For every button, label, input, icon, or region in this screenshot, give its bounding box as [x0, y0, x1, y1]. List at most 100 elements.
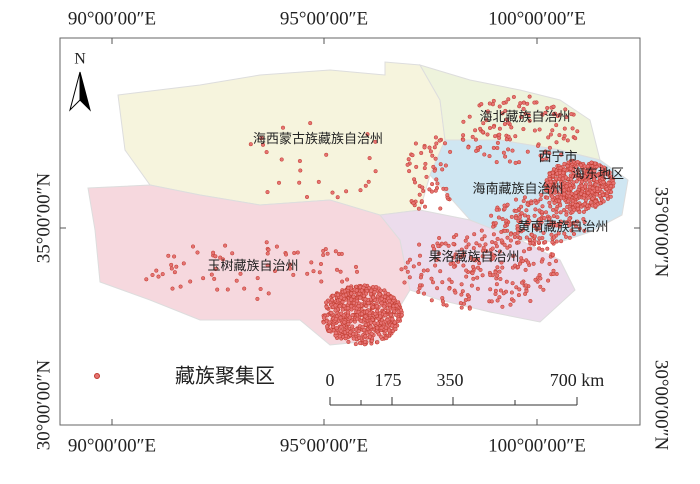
settlement-dot [357, 335, 362, 340]
settlement-dot [542, 216, 547, 221]
settlement-dot [551, 173, 556, 178]
settlement-dot [436, 244, 441, 249]
settlement-dot [554, 140, 559, 145]
settlement-dot [528, 298, 533, 304]
settlement-dot [354, 299, 359, 304]
settlement-dot [576, 172, 581, 177]
settlement-dot [497, 126, 502, 131]
settlement-dot [540, 157, 545, 162]
settlement-dot [487, 101, 492, 106]
settlement-dot [260, 142, 266, 147]
settlement-dot [336, 251, 342, 257]
settlement-dot [554, 239, 559, 244]
settlement-dot [471, 276, 476, 281]
settlement-dot [382, 294, 388, 299]
settlement-dot [346, 285, 351, 291]
settlement-dot [523, 291, 528, 296]
settlement-dot [558, 222, 563, 227]
settlement-dot [423, 161, 428, 166]
settlement-dot [213, 254, 218, 259]
settlement-dot [587, 174, 592, 179]
settlement-dot [555, 190, 560, 195]
settlement-dot [494, 207, 499, 212]
settlement-dot [445, 193, 450, 198]
settlement-dot [547, 200, 552, 205]
settlement-dot [578, 163, 583, 168]
settlement-dot [452, 264, 457, 269]
settlement-dot [480, 273, 485, 278]
settlement-dot [536, 240, 541, 245]
settlement-dot [573, 136, 578, 141]
settlement-dot [593, 182, 598, 187]
settlement-dot [242, 286, 247, 291]
settlement-dot [545, 105, 550, 111]
settlement-dot [562, 192, 567, 197]
settlement-dot [523, 111, 528, 116]
settlement-dot [494, 160, 499, 165]
settlement-dot [414, 164, 419, 169]
settlement-dot [443, 241, 448, 246]
settlement-dot [506, 134, 511, 139]
settlement-dot [546, 278, 551, 283]
settlement-dot [174, 264, 179, 269]
settlement-dot [385, 317, 390, 322]
settlement-dot [529, 232, 535, 237]
settlement-dot [356, 329, 361, 334]
settlement-dot [349, 297, 354, 302]
settlement-dot [266, 247, 271, 252]
settlement-dot [347, 315, 352, 320]
settlement-dot [480, 254, 485, 259]
settlement-dot [471, 264, 476, 269]
settlement-dot [582, 219, 587, 225]
settlement-dot [346, 310, 351, 315]
settlement-dot [503, 154, 508, 159]
settlement-dot [562, 161, 567, 166]
settlement-dot [534, 227, 539, 232]
settlement-dot [335, 195, 340, 200]
settlement-dot [439, 241, 444, 246]
settlement-dot [510, 281, 515, 286]
settlement-dot [552, 179, 557, 184]
settlement-dot [482, 152, 487, 157]
settlement-dot [546, 135, 551, 140]
settlement-dot [387, 328, 392, 333]
settlement-dot [539, 259, 544, 264]
settlement-dot [458, 254, 463, 259]
settlement-dot [550, 128, 555, 133]
settlement-dot [562, 126, 567, 131]
settlement-dot [438, 206, 443, 211]
settlement-dot [488, 273, 493, 278]
settlement-dot [473, 128, 478, 133]
settlement-dot [274, 244, 279, 249]
settlement-dot [558, 166, 563, 171]
settlement-dot [562, 207, 567, 213]
settlement-dot [547, 145, 552, 150]
settlement-dot [593, 203, 598, 208]
settlement-dot [337, 304, 342, 309]
settlement-dot [447, 286, 452, 291]
settlement-dot [602, 171, 607, 176]
settlement-dot [514, 285, 519, 290]
settlement-dot [588, 181, 593, 186]
settlement-dot [556, 231, 561, 236]
settlement-dot [338, 269, 343, 274]
settlement-dot [469, 283, 474, 288]
settlement-dot [495, 298, 500, 303]
settlement-dot [417, 192, 422, 197]
settlement-dot [542, 150, 547, 155]
settlement-dot [435, 286, 440, 291]
settlement-dot [437, 235, 442, 241]
settlement-dot [389, 295, 394, 300]
settlement-dot [575, 159, 580, 165]
settlement-dot [356, 304, 361, 309]
settlement-dot [461, 251, 466, 256]
settlement-dot [470, 134, 475, 139]
settlement-dot [480, 130, 485, 135]
settlement-dot [537, 236, 542, 241]
settlement-dot [387, 302, 392, 307]
settlement-dot [363, 322, 368, 327]
settlement-dot [359, 311, 364, 316]
settlement-dot [466, 242, 471, 247]
settlement-dot [264, 150, 269, 155]
